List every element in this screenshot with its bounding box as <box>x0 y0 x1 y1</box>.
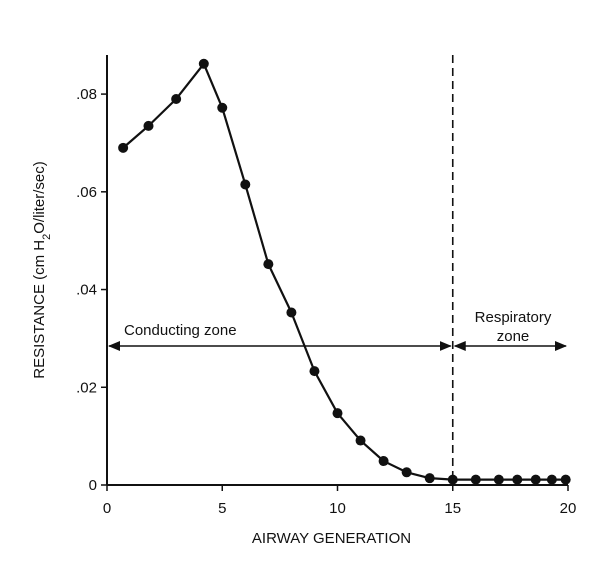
data-point <box>470 474 481 485</box>
data-point <box>332 408 343 419</box>
x-axis-label: AIRWAY GENERATION <box>252 530 411 547</box>
data-point <box>286 307 297 318</box>
data-point <box>263 259 274 270</box>
x-tick-label: 5 <box>218 500 226 517</box>
data-point <box>355 435 366 446</box>
data-point <box>546 474 557 485</box>
x-tick-label: 20 <box>560 500 577 517</box>
y-tick-label: 0 <box>89 477 97 494</box>
data-point <box>447 474 458 485</box>
data-point <box>309 366 320 377</box>
y-tick-label: .06 <box>76 184 97 201</box>
x-tick-label: 0 <box>103 500 111 517</box>
resistance-line <box>122 62 566 481</box>
data-point <box>198 58 209 69</box>
data-point <box>217 102 228 113</box>
y-tick-label: .08 <box>76 86 97 103</box>
data-point <box>118 142 129 153</box>
data-point <box>240 179 251 190</box>
chart-axes <box>106 55 568 486</box>
data-point <box>143 120 154 131</box>
chart-series <box>118 58 571 485</box>
data-point <box>401 467 412 478</box>
data-point <box>424 473 435 484</box>
respiratory-zone-label: Respiratory zone <box>475 309 552 345</box>
x-tick-label: 10 <box>329 500 346 517</box>
y-tick-label: .02 <box>76 379 97 396</box>
chart-ticks: 0 5 10 15 20 0 .02 .04 .06 .08 <box>76 86 576 517</box>
y-axis-label: RESISTANCE (cm H2O/liter/sec) <box>31 161 53 379</box>
chart-labels: Conducting zone Respiratory zone AIRWAY GEN… <box>31 161 552 547</box>
data-point <box>378 456 389 467</box>
data-point <box>512 474 523 485</box>
x-tick-label: 15 <box>444 500 461 517</box>
conducting-zone-label: Conducting zone <box>124 322 237 339</box>
y-tick-label: .04 <box>76 282 97 299</box>
data-point <box>171 93 182 104</box>
data-point <box>493 474 504 485</box>
data-point <box>560 474 571 485</box>
data-point <box>530 474 541 485</box>
